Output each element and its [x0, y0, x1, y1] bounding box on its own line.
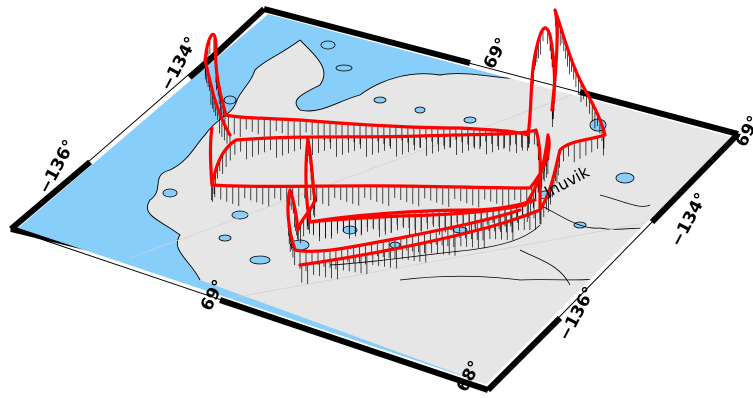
flight-track [203, 8, 607, 267]
map-area [18, 14, 731, 384]
lake [249, 255, 271, 265]
lat-label-top: 69° [480, 35, 513, 73]
lake [162, 188, 178, 198]
lake [231, 210, 249, 220]
lake [335, 64, 353, 72]
coastline [147, 39, 521, 281]
lake [615, 172, 635, 184]
lake [463, 116, 477, 124]
river [519, 249, 571, 286]
lake [414, 106, 426, 114]
lake [223, 95, 237, 105]
river [329, 224, 541, 266]
lake [218, 234, 232, 242]
river [599, 194, 651, 207]
lake [320, 40, 336, 50]
lake [373, 96, 387, 104]
graticule [129, 91, 653, 301]
